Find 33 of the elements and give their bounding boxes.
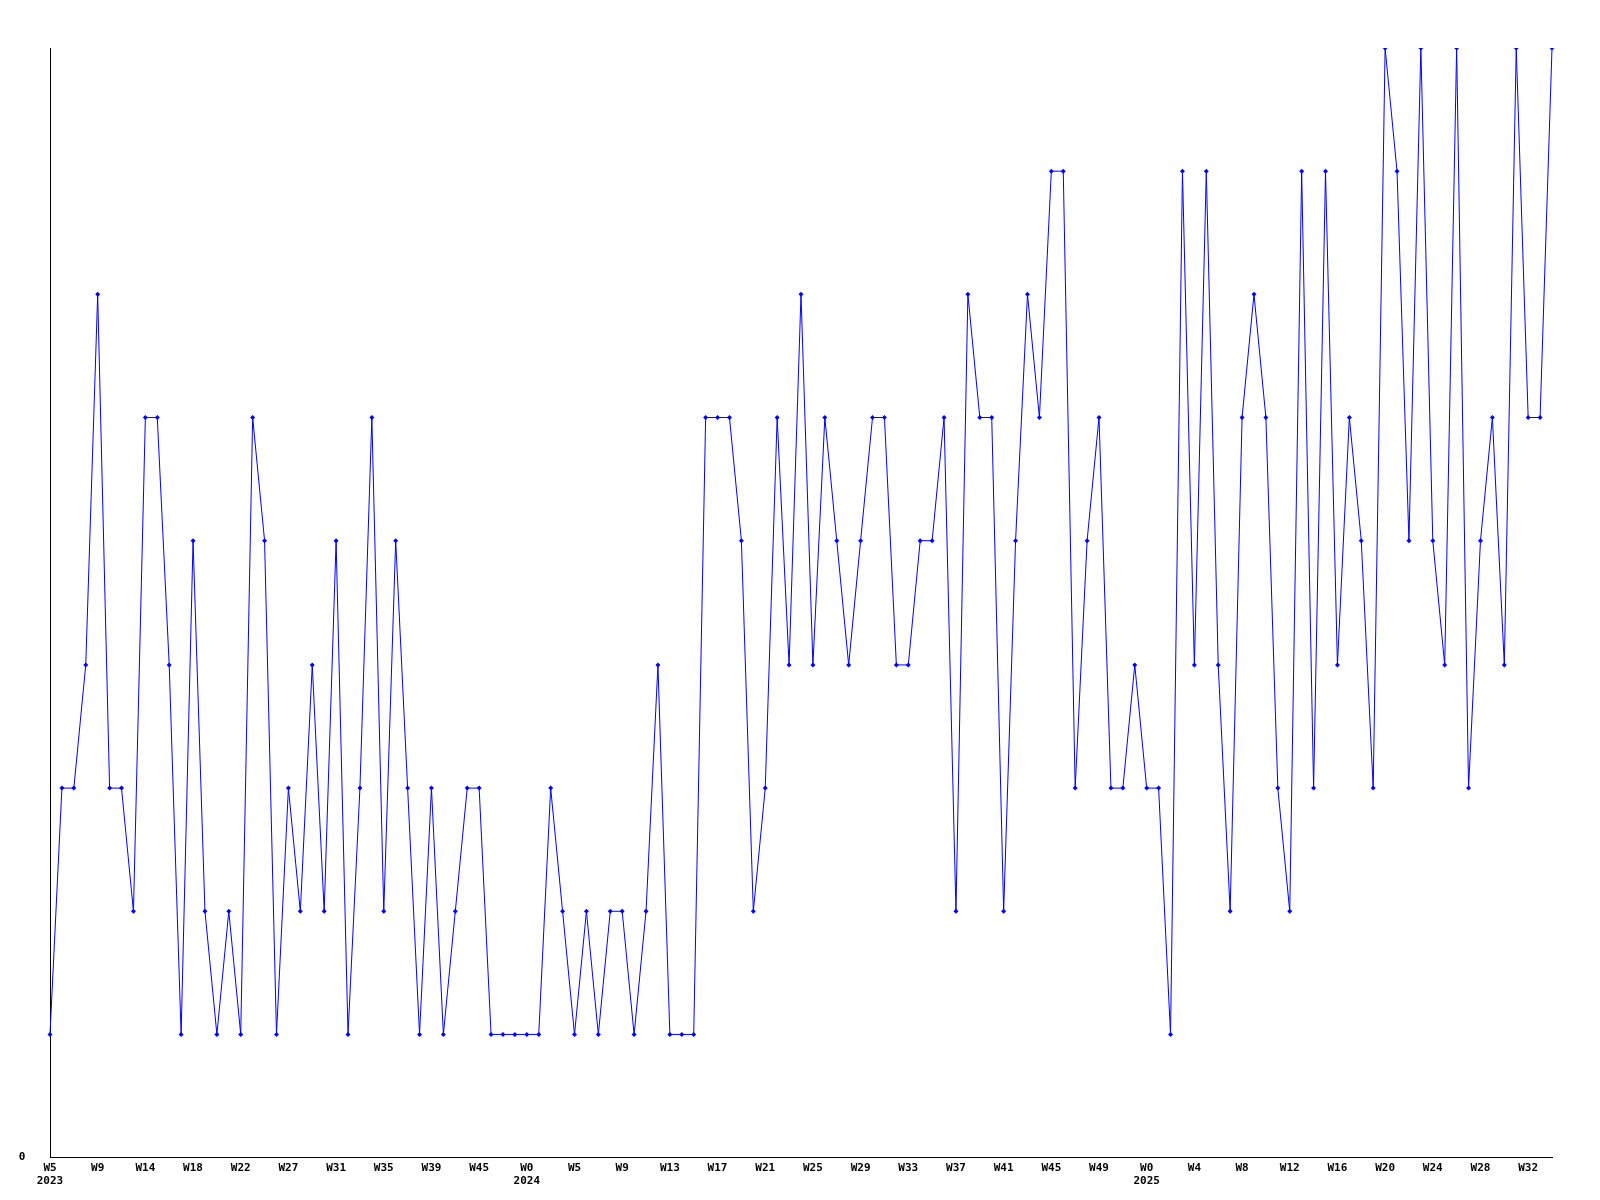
- x-tick-label: W33: [898, 1161, 919, 1175]
- x-tick-label: W24: [1422, 1161, 1444, 1175]
- x-tick-label: W5: [567, 1161, 582, 1175]
- x-tick-label: W13: [659, 1161, 680, 1175]
- x-tick-label: W0 2025: [1133, 1161, 1160, 1188]
- x-tick-label: W25: [802, 1161, 823, 1175]
- x-tick-label: W0 2024: [513, 1161, 541, 1188]
- x-tick-label: W45: [1041, 1161, 1062, 1175]
- x-tick-label: W29: [850, 1161, 871, 1175]
- x-tick-label: W5 2023: [36, 1161, 64, 1188]
- x-tick-label: W28: [1470, 1161, 1491, 1175]
- text: 0: [18, 1150, 26, 1164]
- x-tick-label: W20: [1375, 1161, 1396, 1175]
- x-tick-label: W12: [1279, 1161, 1300, 1175]
- x-tick-label: W39: [421, 1161, 442, 1175]
- x-tick-label: W8: [1235, 1161, 1249, 1175]
- x-tick-label: W21: [755, 1161, 776, 1175]
- x-tick-label: W37: [946, 1161, 966, 1175]
- x-tick-label: W14: [135, 1161, 156, 1175]
- x-tick-label: W4: [1187, 1161, 1202, 1175]
- x-tick-label: W9: [91, 1161, 105, 1175]
- x-tick-label: W27: [278, 1161, 299, 1175]
- x-tick-label: W22: [230, 1161, 251, 1175]
- x-tick-label: W9: [615, 1161, 629, 1175]
- x-tick-label: W45: [469, 1161, 490, 1175]
- x-tick-label: W18: [183, 1161, 203, 1175]
- x-tick-label: W35: [373, 1161, 394, 1175]
- x-tick-label: W31: [326, 1161, 347, 1175]
- x-tick-label: W41: [993, 1161, 1014, 1175]
- x-tick-label: W32: [1518, 1161, 1539, 1175]
- x-tick-label: W49: [1089, 1161, 1109, 1175]
- x-tick-label: W16: [1327, 1161, 1348, 1175]
- x-tick-label: W17: [707, 1161, 728, 1175]
